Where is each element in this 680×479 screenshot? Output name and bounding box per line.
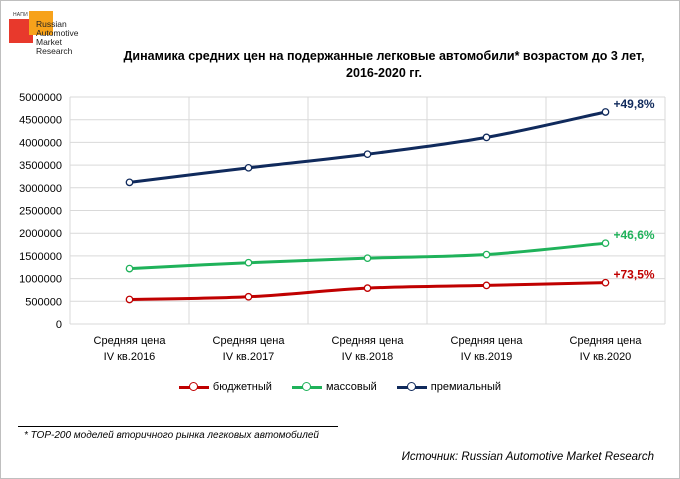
legend-item: массовый — [291, 381, 377, 393]
x-tick-label: IV кв.2018 — [342, 351, 394, 363]
data-point-массовый — [601, 239, 610, 248]
x-tick-label: IV кв.2016 — [104, 351, 156, 363]
data-point-массовый — [363, 254, 372, 263]
legend-swatch-marker — [301, 382, 311, 391]
chart-title: Динамика средних цен на подержанные легк… — [90, 48, 678, 82]
y-tick-label: 0 — [56, 319, 62, 331]
end-label-массовый: +46,6% — [614, 228, 655, 242]
y-tick-label: 1500000 — [19, 251, 62, 263]
logo-small-text: НАПИ — [13, 12, 28, 18]
data-point-премиальный — [125, 178, 134, 187]
x-tick-label: Средняя цена — [332, 335, 405, 347]
logo-orange-square — [29, 11, 53, 35]
source-note: Источник: Russian Automotive Market Rese… — [401, 451, 654, 463]
y-tick-label: 4000000 — [19, 137, 62, 149]
legend-swatch-marker — [406, 382, 416, 391]
legend-swatch — [396, 382, 427, 392]
y-tick-label: 2500000 — [19, 206, 62, 218]
data-point-бюджетный — [125, 295, 134, 304]
logo-line: Research — [36, 46, 73, 56]
logo-text: Russian Automotive Market Research — [36, 20, 79, 56]
y-tick-label: 500000 — [25, 296, 62, 308]
logo: НАПИ Russian Automotive Market Research — [9, 8, 94, 64]
y-tick-label: 3000000 — [19, 183, 62, 195]
chart-title-line: Динамика средних цен на подержанные легк… — [123, 49, 645, 63]
x-tick-label: Средняя цена — [570, 335, 643, 347]
chart-title-line: 2016-2020 гг. — [346, 66, 422, 80]
y-tick-label: 5000000 — [19, 92, 62, 104]
y-tick-label: 1000000 — [19, 274, 62, 286]
data-point-массовый — [125, 264, 134, 273]
data-point-массовый — [244, 258, 253, 267]
footnote-divider — [18, 426, 338, 427]
legend-item: премиальный — [396, 381, 502, 393]
data-point-бюджетный — [244, 292, 253, 301]
y-tick-label: 4500000 — [19, 115, 62, 127]
series-line-премиальный — [129, 110, 606, 184]
x-tick-label: Средняя цена — [213, 335, 286, 347]
legend-label: премиальный — [430, 381, 502, 393]
legend-label: массовый — [325, 381, 377, 393]
legend-item: бюджетный — [178, 381, 272, 393]
logo-line: Automotive — [36, 28, 79, 38]
x-tick-label: Средняя цена — [94, 335, 167, 347]
end-label-бюджетный: +73,5% — [614, 268, 655, 282]
x-tick-label: IV кв.2017 — [223, 351, 275, 363]
x-tick-label: IV кв.2019 — [461, 351, 513, 363]
logo-line: Russian — [36, 19, 67, 29]
legend-swatch-marker — [188, 382, 198, 391]
data-point-премиальный — [244, 163, 253, 172]
data-point-бюджетный — [363, 284, 372, 292]
legend-swatch — [178, 382, 209, 392]
data-point-премиальный — [601, 108, 610, 116]
x-tick-label: IV кв.2020 — [580, 351, 632, 363]
chart-legend: бюджетный массовый премиальный — [0, 381, 680, 393]
end-label-премиальный: +49,8% — [614, 97, 655, 111]
data-point-премиальный — [482, 133, 491, 142]
footnote: * ТОР-200 моделей вторичного рынка легко… — [24, 430, 319, 441]
legend-label: бюджетный — [212, 381, 272, 393]
data-point-бюджетный — [482, 281, 491, 290]
y-tick-label: 2000000 — [19, 228, 62, 240]
x-tick-label: Средняя цена — [451, 335, 524, 347]
y-tick-label: 3500000 — [19, 160, 62, 172]
data-point-бюджетный — [601, 278, 610, 287]
data-point-премиальный — [363, 150, 372, 159]
legend-swatch — [291, 382, 322, 392]
data-point-массовый — [482, 250, 491, 259]
logo-line: Market — [36, 37, 62, 47]
